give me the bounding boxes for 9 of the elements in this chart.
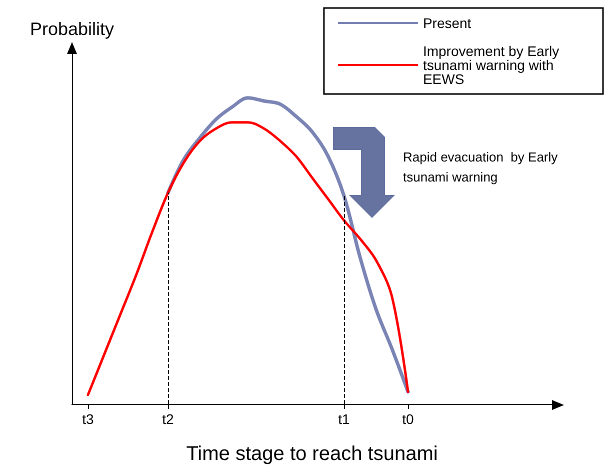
text: Present xyxy=(422,15,472,31)
x-tick-label: t3 xyxy=(82,411,94,427)
x-axis-title: Time stage to reach tsunami xyxy=(186,443,438,465)
y-axis-title: Probability xyxy=(30,19,114,39)
x-tick-label: t2 xyxy=(162,411,174,427)
annotation: Rapid evacuation by Early tsunami warning xyxy=(403,150,562,184)
x-tick-label: t1 xyxy=(338,411,350,427)
text: Improvement by Early tsunami warning with EEWS xyxy=(422,43,564,87)
x-tick-label: t0 xyxy=(402,411,414,427)
